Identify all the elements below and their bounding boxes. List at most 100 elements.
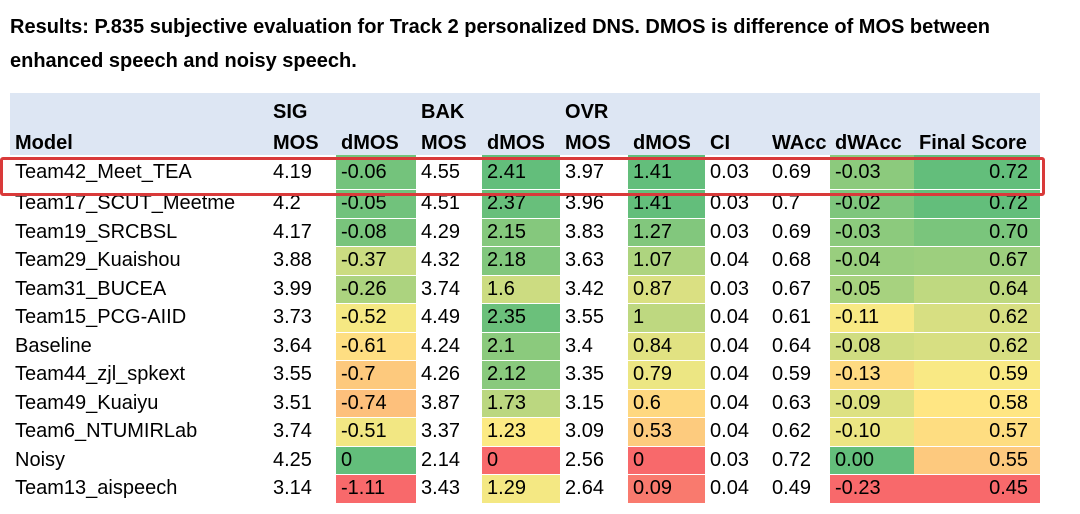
cell-final-score: 0.55 [914, 446, 1041, 475]
cell-ovr-dmos: 1.27 [628, 218, 706, 247]
cell-bak-mos: 3.43 [416, 474, 483, 504]
cell-ovr-mos: 3.15 [560, 389, 629, 418]
cell-ovr-mos: 3.55 [560, 303, 629, 333]
cell-ovr-dmos: 0.87 [628, 275, 706, 304]
cell-final-score: 0.57 [914, 417, 1041, 447]
cell-sig-mos: 4.17 [268, 218, 336, 247]
results-body: Team42_Meet_TEA 4.19 -0.06 4.55 2.41 3.97 1.41… [10, 155, 1041, 504]
cell-bak-mos: 4.26 [416, 360, 483, 390]
cell-model: Team29_Kuaishou [10, 246, 268, 276]
cell-ci: 0.04 [705, 303, 768, 333]
cell-model: Team44_zjl_spkext [10, 360, 268, 390]
cell-dwacc: -0.05 [830, 275, 915, 304]
cell-bak-mos: 4.51 [416, 189, 483, 219]
cell-sig-dmos: -0.26 [336, 275, 417, 304]
cell-ovr-dmos: 0.79 [628, 360, 706, 390]
cell-sig-mos: 3.14 [268, 474, 336, 504]
cell-ci: 0.04 [705, 417, 768, 447]
cell-dwacc: -0.23 [830, 474, 915, 504]
table-row: Team19_SRCBSL 4.17 -0.08 4.29 2.15 3.83 1.27 0.… [10, 218, 1041, 247]
header-column-row: Model MOS dMOS MOS dMOS MOS dMOS CI WAcc… [10, 124, 1041, 155]
cell-sig-mos: 3.74 [268, 417, 336, 447]
cell-wacc: 0.62 [767, 417, 831, 447]
cell-ci: 0.03 [705, 155, 768, 190]
cell-bak-dmos: 2.37 [482, 189, 561, 219]
cell-ovr-mos: 3.96 [560, 189, 629, 219]
cell-dwacc: -0.04 [830, 246, 915, 276]
cell-bak-dmos: 2.1 [482, 332, 561, 361]
cell-model: Team31_BUCEA [10, 275, 268, 304]
cell-ci: 0.04 [705, 332, 768, 361]
cell-sig-dmos: -0.08 [336, 218, 417, 247]
cell-dwacc: -0.10 [830, 417, 915, 447]
cell-ci: 0.03 [705, 275, 768, 304]
header-empty [10, 93, 268, 124]
cell-sig-dmos: 0 [336, 446, 417, 475]
table-row: Baseline 3.64 -0.61 4.24 2.1 3.4 0.84 0.04 0.64-… [10, 332, 1041, 361]
cell-ovr-dmos: 1.07 [628, 246, 706, 276]
results-table: SIG BAK OVR Model MOS dMOS MOS dMOS MOS … [10, 93, 1041, 504]
cell-bak-mos: 4.32 [416, 246, 483, 276]
col-header-bak-dmos: dMOS [482, 124, 561, 155]
cell-dwacc: -0.03 [830, 218, 915, 247]
cell-final-score: 0.72 [914, 155, 1041, 190]
cell-final-score: 0.64 [914, 275, 1041, 304]
table-row: Team17_SCUT_Meetme 4.2 -0.05 4.51 2.37 3.96 1.… [10, 189, 1041, 219]
cell-sig-mos: 3.51 [268, 389, 336, 418]
table-row: Team49_Kuaiyu 3.51 -0.74 3.87 1.73 3.15 0.6 0.0… [10, 389, 1041, 418]
cell-dwacc: -0.02 [830, 189, 915, 219]
col-header-ovr-dmos: dMOS [628, 124, 706, 155]
cell-sig-mos: 3.64 [268, 332, 336, 361]
cell-wacc: 0.64 [767, 332, 831, 361]
cell-bak-dmos: 1.6 [482, 275, 561, 304]
cell-sig-dmos: -0.05 [336, 189, 417, 219]
cell-bak-dmos: 2.12 [482, 360, 561, 390]
cell-ci: 0.03 [705, 218, 768, 247]
cell-model: Team42_Meet_TEA [10, 155, 268, 190]
cell-final-score: 0.62 [914, 332, 1041, 361]
cell-wacc: 0.59 [767, 360, 831, 390]
cell-ci: 0.04 [705, 389, 768, 418]
col-header-ovr-mos: MOS [560, 124, 629, 155]
cell-sig-dmos: -0.61 [336, 332, 417, 361]
cell-model: Team17_SCUT_Meetme [10, 189, 268, 219]
table-row: Team15_PCG-AIID 3.73 -0.52 4.49 2.35 3.55 1 0.0… [10, 303, 1041, 333]
cell-model: Noisy [10, 446, 268, 475]
cell-bak-dmos: 1.73 [482, 389, 561, 418]
header-group-ovr: OVR [560, 93, 706, 124]
cell-model: Team13_aispeech [10, 474, 268, 504]
cell-dwacc: -0.03 [830, 155, 915, 190]
cell-dwacc: -0.11 [830, 303, 915, 333]
cell-ovr-mos: 3.4 [560, 332, 629, 361]
cell-sig-mos: 3.55 [268, 360, 336, 390]
table-row: Team13_aispeech 3.14 -1.11 3.43 1.29 2.64 0.09… [10, 474, 1041, 504]
cell-ovr-mos: 3.09 [560, 417, 629, 447]
cell-ovr-dmos: 0.09 [628, 474, 706, 504]
cell-wacc: 0.7 [767, 189, 831, 219]
col-header-dwacc: dWAcc [830, 124, 915, 155]
table-row: Noisy 4.25 0 2.14 0 2.56 0 0.03 0.72 0.00 0.55 [10, 446, 1041, 475]
cell-ovr-mos: 2.64 [560, 474, 629, 504]
table-row: Team6_NTUMIRLab 3.74 -0.51 3.37 1.23 3.09 0.53… [10, 417, 1041, 447]
cell-ovr-dmos: 1.41 [628, 189, 706, 219]
cell-bak-mos: 3.74 [416, 275, 483, 304]
cell-ovr-mos: 3.35 [560, 360, 629, 390]
cell-sig-mos: 4.19 [268, 155, 336, 190]
cell-dwacc: -0.09 [830, 389, 915, 418]
cell-sig-mos: 3.88 [268, 246, 336, 276]
cell-final-score: 0.58 [914, 389, 1041, 418]
cell-sig-dmos: -0.52 [336, 303, 417, 333]
cell-sig-mos: 4.2 [268, 189, 336, 219]
cell-ovr-mos: 2.56 [560, 446, 629, 475]
cell-wacc: 0.49 [767, 474, 831, 504]
cell-bak-mos: 4.49 [416, 303, 483, 333]
cell-model: Team6_NTUMIRLab [10, 417, 268, 447]
cell-sig-mos: 3.99 [268, 275, 336, 304]
cell-ovr-dmos: 1 [628, 303, 706, 333]
cell-model: Team19_SRCBSL [10, 218, 268, 247]
cell-bak-mos: 3.87 [416, 389, 483, 418]
cell-wacc: 0.63 [767, 389, 831, 418]
cell-ci: 0.03 [705, 189, 768, 219]
table-row: Team31_BUCEA 3.99 -0.26 3.74 1.6 3.42 0.87 0.03… [10, 275, 1041, 304]
header-group-row: SIG BAK OVR [10, 93, 1041, 124]
